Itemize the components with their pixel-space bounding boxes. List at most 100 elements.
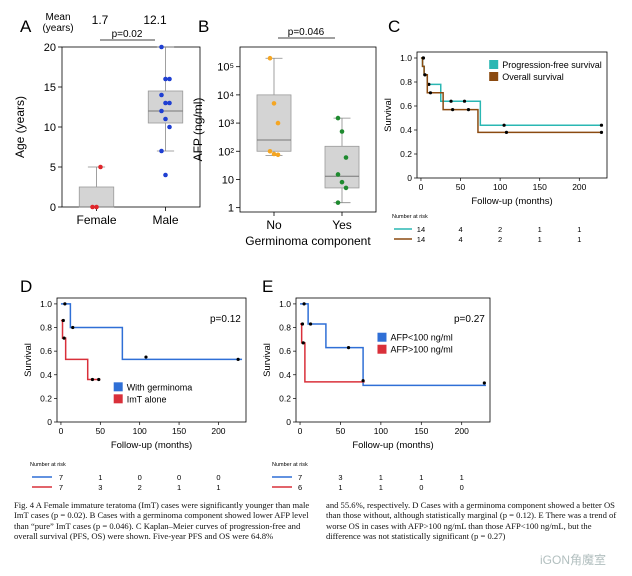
y-tick-label: 0.8 xyxy=(400,77,412,87)
survival-curve xyxy=(420,57,604,134)
x-tick-label: 50 xyxy=(456,182,466,192)
risk-value: 3 xyxy=(338,473,342,482)
risk-value: 0 xyxy=(138,473,142,482)
data-point xyxy=(163,172,168,178)
data-point xyxy=(271,151,277,157)
survival-curve xyxy=(60,319,101,381)
y-tick-label: 1.0 xyxy=(40,299,52,309)
y-tick-label: 10 xyxy=(44,122,56,134)
x-tick-label: 100 xyxy=(133,426,147,436)
plot-area-b: 1 10 10² 10³ 10⁴ 10⁵ No Yes AFP (ng/ml) Germinoma… xyxy=(191,46,377,248)
x-tick-label: 200 xyxy=(455,426,469,436)
plot-area-e: 0 0.2 0.4 0.6 0.8 1.0 0 50 100 150 200 Follow-up (m… xyxy=(262,297,491,451)
censor-mark xyxy=(423,73,427,77)
censor-mark xyxy=(62,336,66,340)
risk-value: 2 xyxy=(498,225,502,234)
censor-mark xyxy=(361,379,365,383)
data-point xyxy=(167,124,172,130)
legend-label: ImT alone xyxy=(127,394,167,404)
data-point xyxy=(335,200,341,205)
risk-value: 2 xyxy=(498,235,502,244)
legend-swatch xyxy=(489,72,499,81)
x-tick-label: 150 xyxy=(533,182,547,192)
y-tick-label: 0.8 xyxy=(279,323,291,333)
censor-mark xyxy=(427,82,431,86)
legend-swatch xyxy=(489,60,499,69)
x-tick-label: 100 xyxy=(374,426,388,436)
y-axis-label: AFP (ng/ml) xyxy=(191,98,205,162)
legend-swatch xyxy=(377,344,387,354)
panel-letter-c: C xyxy=(388,17,400,36)
data-point xyxy=(159,108,164,114)
caption-column-2: and 55.6%, respectively. D Cases with a … xyxy=(326,500,617,542)
censor-mark xyxy=(599,130,604,134)
x-axis-label: Follow-up (months) xyxy=(471,196,552,207)
legend-swatch xyxy=(113,394,123,404)
y-tick-label: 15 xyxy=(44,82,56,94)
pvalue-b: p=0.046 xyxy=(288,27,325,38)
plot-frame xyxy=(239,46,377,213)
risk-value: 1 xyxy=(216,483,220,492)
censor-mark xyxy=(482,381,486,385)
data-point xyxy=(339,129,345,134)
x-tick-label: 150 xyxy=(414,426,428,436)
x-tick-label: 0 xyxy=(59,426,64,436)
plot-frame xyxy=(416,51,608,179)
risk-table-e: 7 3 1 1 16 1 1 0 0 xyxy=(272,473,464,492)
x-axis-label: Germinoma component xyxy=(245,234,371,248)
data-point xyxy=(271,101,277,106)
legend-label: AFP>100 ng/ml xyxy=(390,345,452,355)
y-tick-label: 0.4 xyxy=(40,370,52,380)
legend-swatch xyxy=(377,332,387,342)
mean-female-value: 1.7 xyxy=(92,13,109,27)
x-tick-label: Yes xyxy=(332,218,352,232)
risk-value: 1 xyxy=(577,225,581,234)
risk-value: 1 xyxy=(338,483,342,492)
y-axis-label: Age (years) xyxy=(13,96,27,158)
mean-male-value: 12.1 xyxy=(143,13,167,27)
data-point xyxy=(167,100,172,106)
y-tick-label: 0.4 xyxy=(400,125,412,135)
data-point xyxy=(163,100,168,106)
data-point xyxy=(267,148,273,154)
risk-value: 1 xyxy=(538,225,542,234)
risk-title-e: Number at risk xyxy=(272,462,308,468)
data-point xyxy=(343,155,349,160)
censor-mark xyxy=(502,123,506,127)
censor-mark xyxy=(308,322,313,326)
y-tick-label: 0.4 xyxy=(279,370,291,380)
y-tick-label: 0 xyxy=(407,173,412,183)
y-tick-label: 10⁴ xyxy=(217,90,234,102)
data-point xyxy=(335,115,341,121)
watermark: iGON角魔室 xyxy=(540,553,607,567)
censor-mark xyxy=(421,56,425,60)
risk-value: 1 xyxy=(379,483,383,492)
data-point xyxy=(159,148,164,154)
x-axis-label: Follow-up (months) xyxy=(111,440,192,451)
plot-area-d: 0 0.2 0.4 0.6 0.8 1.0 0 50 100 150 200 Follow-up (m… xyxy=(23,297,247,451)
risk-table-c: 14 4 2 1 114 4 2 1 1 xyxy=(394,225,581,244)
risk-value: 1 xyxy=(177,483,181,492)
x-tick-label: Male xyxy=(152,213,178,227)
data-point xyxy=(343,185,349,191)
risk-value: 14 xyxy=(417,225,425,234)
y-axis-label: Survival xyxy=(23,343,34,377)
risk-value: 0 xyxy=(460,483,464,492)
y-tick-label: 1.0 xyxy=(279,299,291,309)
legend-label: Progression-free survival xyxy=(502,60,602,70)
y-tick-label: 10³ xyxy=(218,118,234,130)
y-tick-label: 10⁵ xyxy=(217,62,234,74)
risk-value: 0 xyxy=(216,473,220,482)
data-point xyxy=(335,172,341,177)
risk-value: 7 xyxy=(59,473,63,482)
censor-mark xyxy=(300,322,305,326)
censor-mark xyxy=(61,318,65,323)
risk-value: 1 xyxy=(538,235,542,244)
risk-value: 7 xyxy=(59,483,63,492)
censor-mark xyxy=(466,108,471,112)
data-point xyxy=(163,76,168,82)
censor-mark xyxy=(302,302,306,306)
risk-value: 4 xyxy=(458,225,462,234)
y-tick-label: 20 xyxy=(44,42,56,54)
y-tick-label: 1.0 xyxy=(400,53,412,63)
